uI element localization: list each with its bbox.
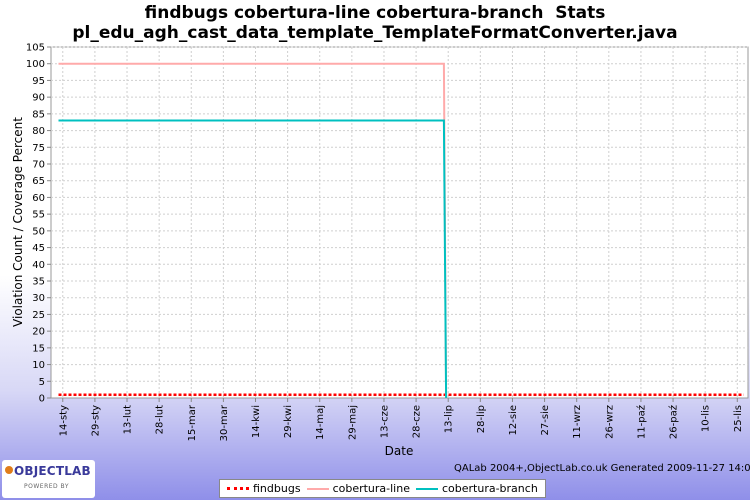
x-tick-label: 29-kwi	[283, 405, 294, 438]
chart-legend: findbugs cobertura-line cobertura-branch	[219, 479, 546, 498]
y-tick-label: 100	[26, 59, 45, 70]
chart-title: findbugs cobertura-line cobertura-branch…	[144, 3, 606, 23]
x-tick-label: 27-sie	[540, 405, 551, 435]
x-tick-label: 11-wrz	[572, 405, 583, 439]
legend-swatch-findbugs	[227, 487, 249, 490]
y-tick-label: 65	[32, 176, 45, 187]
x-tick-label: 14-sty	[58, 405, 69, 436]
legend-item-cobertura-line: cobertura-line	[306, 482, 410, 495]
legend-swatch-cobertura-line	[306, 487, 329, 490]
logo-sub-text: POWERED BY	[24, 483, 70, 490]
y-tick-label: 75	[32, 143, 45, 154]
y-tick-label: 90	[32, 93, 45, 104]
legend-item-cobertura-branch: cobertura-branch	[415, 482, 538, 495]
legend-swatch-cobertura-branch	[415, 487, 438, 490]
y-tick-label: 95	[32, 76, 45, 87]
y-tick-label: 5	[39, 377, 45, 388]
x-tick-label: 25-lis	[733, 405, 744, 432]
generated-footer: QALab 2004+,ObjectLab.co.uk Generated 20…	[454, 463, 750, 474]
x-tick-label: 12-sie	[508, 405, 519, 435]
x-tick-label: 14-kwi	[251, 405, 262, 438]
x-tick-label: 28-lut	[155, 405, 166, 434]
y-tick-label: 60	[32, 193, 45, 204]
x-tick-label: 26-paź	[668, 405, 680, 439]
x-tick-label: 13-cze	[379, 405, 390, 438]
y-tick-label: 55	[32, 210, 45, 221]
x-tick-label: 26-wrz	[604, 405, 615, 439]
series-layer	[58, 62, 744, 399]
y-tick-label: 50	[32, 226, 45, 237]
y-axis-label: Violation Count / Coverage Percent	[11, 117, 25, 327]
x-tick-label: 28-lip	[476, 405, 487, 433]
y-tick-label: 105	[26, 43, 45, 54]
x-axis-ticks: 14-sty 29-sty 13-lut 28-lut 15-mar 30-mar 14-k…	[58, 398, 744, 441]
legend-item-findbugs: findbugs	[227, 482, 301, 495]
y-axis-ticks: 0 5 10 15 20 25 30 35 40 45 50 55 60 65 70 75 80 85 90 95 10…	[26, 43, 51, 405]
legend-label-cobertura-branch: cobertura-branch	[441, 482, 538, 495]
series-line-cobertura-branch	[58, 119, 448, 399]
logo-mark-icon	[5, 466, 13, 474]
y-tick-label: 20	[32, 327, 45, 338]
y-tick-label: 0	[39, 394, 45, 405]
x-axis-label: Date	[385, 444, 414, 458]
x-tick-label: 30-mar	[219, 404, 230, 441]
y-tick-label: 70	[32, 160, 45, 171]
x-tick-label: 28-cze	[412, 405, 423, 438]
y-tick-label: 15	[32, 343, 45, 354]
x-tick-label: 14-maj	[315, 405, 326, 440]
x-tick-label: 15-mar	[187, 404, 198, 441]
legend-label-findbugs: findbugs	[253, 482, 301, 495]
plot-area	[50, 46, 749, 399]
y-tick-label: 80	[32, 126, 45, 137]
y-tick-label: 25	[32, 310, 45, 321]
logo-main-text: OBJECTLAB	[14, 464, 91, 478]
objectlab-logo: OBJECTLAB POWERED BY	[2, 460, 95, 498]
y-tick-label: 40	[32, 260, 45, 271]
x-tick-label: 29-maj	[347, 405, 358, 440]
grid-lines	[51, 46, 748, 398]
y-tick-label: 10	[32, 360, 45, 371]
y-tick-label: 85	[32, 109, 45, 120]
x-tick-label: 13-lut	[123, 405, 134, 434]
chart-subtitle: pl_edu_agh_cast_data_template_TemplateFo…	[72, 23, 678, 43]
x-tick-label: 10-lis	[701, 405, 712, 432]
x-tick-label: 29-sty	[90, 405, 101, 436]
y-tick-label: 35	[32, 277, 45, 288]
x-tick-label: 13-lip	[444, 405, 455, 433]
y-tick-label: 30	[32, 293, 45, 304]
y-tick-label: 45	[32, 243, 45, 254]
legend-label-cobertura-line: cobertura-line	[332, 482, 410, 495]
x-tick-label: 11-paź	[635, 405, 647, 439]
